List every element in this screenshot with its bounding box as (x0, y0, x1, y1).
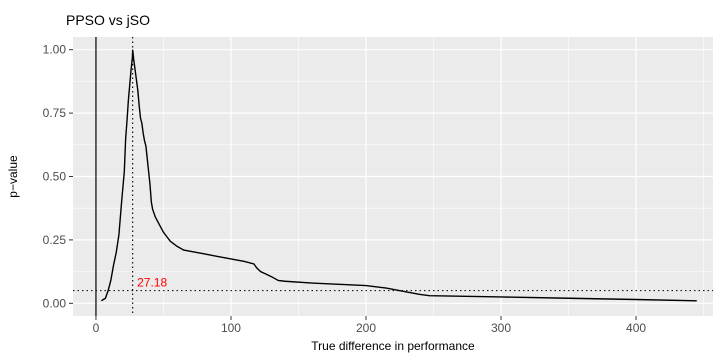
y-tick-label: 0.00 (43, 296, 67, 310)
x-tick-label: 400 (626, 321, 646, 335)
reference-lines (73, 37, 713, 316)
crossing-annotation: 27.18 (137, 276, 167, 290)
x-axis-ticks: 0 100 200 300 400 (93, 316, 646, 335)
x-tick-label: 0 (93, 321, 100, 335)
p-value-curve (100, 49, 697, 302)
y-tick-label: 0.25 (43, 233, 67, 247)
y-axis-title: p−value (6, 155, 20, 198)
y-tick-label: 1.00 (43, 43, 67, 57)
y-tick-label: 0.75 (43, 106, 67, 120)
y-axis-ticks: 0.00 0.25 0.50 0.75 1.00 (43, 43, 73, 310)
x-tick-label: 100 (221, 321, 241, 335)
chart-title: PPSO vs jSO (66, 12, 150, 28)
y-tick-label: 0.50 (43, 170, 67, 184)
x-tick-label: 300 (491, 321, 511, 335)
x-axis-title: True difference in performance (311, 339, 475, 353)
x-tick-label: 200 (356, 321, 376, 335)
